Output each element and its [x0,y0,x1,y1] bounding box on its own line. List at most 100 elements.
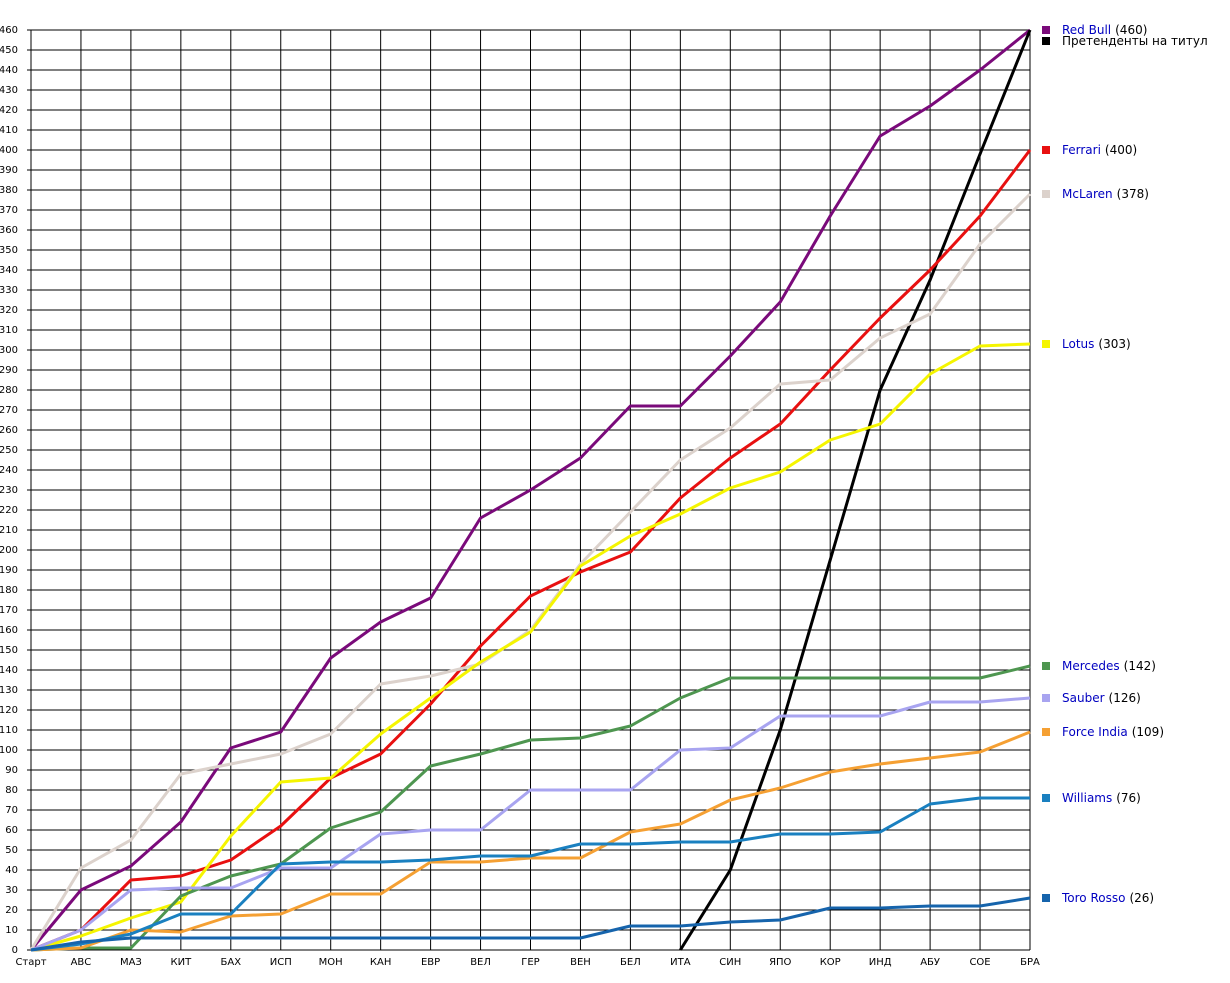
legend-value: (109) [1132,725,1164,739]
series-line [30,730,1031,952]
y-tick-label: 70 [5,805,18,816]
y-tick-label: 200 [0,545,18,556]
legend-item: Red Bull (460) [1042,23,1147,37]
y-tick-label: 190 [0,565,18,576]
legend-name[interactable]: McLaren [1062,187,1113,201]
y-tick-label: 110 [0,725,18,736]
legend-name[interactable]: Ferrari [1062,143,1101,157]
legend-name[interactable]: Williams [1062,791,1112,805]
series-line [30,696,1031,952]
y-tick-label: 330 [0,285,18,296]
legend-name[interactable]: Mercedes [1062,659,1120,673]
x-tick-label: КИТ [170,957,192,968]
legend-value: (460) [1115,23,1147,37]
y-tick-label: 430 [0,85,18,96]
y-tick-label: 230 [0,485,18,496]
y-tick-label: 340 [0,265,18,276]
x-tick-label: КОР [820,957,841,968]
y-tick-label: 100 [0,745,18,756]
y-tick-label: 10 [5,925,18,936]
legend-name[interactable]: Lotus [1062,337,1094,351]
legend-swatch [1042,894,1050,902]
x-tick-label: БРА [1020,957,1040,968]
y-tick-label: 350 [0,245,18,256]
y-tick-label: 380 [0,185,18,196]
y-tick-label: 460 [0,25,18,36]
x-tick-label: ЕВР [421,957,440,968]
y-tick-label: 80 [5,785,18,796]
legend-value: (126) [1109,691,1141,705]
legend-text: Претенденты на титул [1062,34,1208,48]
series-line [679,29,1032,951]
legend-value: (400) [1105,143,1137,157]
legend-item: Force India (109) [1042,725,1164,739]
y-tick-label: 400 [0,145,18,156]
x-tick-label: ВЕЛ [470,957,491,968]
x-tick-label: ИНД [869,957,892,968]
legend-swatch [1042,728,1050,736]
legend-value: (26) [1129,891,1154,905]
series-line [30,149,1032,952]
y-tick-label: 310 [0,325,18,336]
y-tick-label: 220 [0,505,18,516]
legend-item: Претенденты на титул [1042,34,1208,48]
y-tick-label: 180 [0,585,18,596]
legend-text: Ferrari (400) [1062,143,1137,157]
x-tick-label: АБУ [920,957,940,968]
legend-item: Ferrari (400) [1042,143,1137,157]
legend-swatch [1042,340,1050,348]
legend-text: Lotus (303) [1062,337,1131,351]
x-tick-label: Старт [15,957,46,968]
legend-value: (378) [1117,187,1149,201]
x-tick-label: КАН [370,957,391,968]
y-tick-label: 410 [0,125,18,136]
series-line [29,28,1031,951]
y-tick-label: 130 [0,685,18,696]
y-tick-label: 390 [0,165,18,176]
y-tick-label: 270 [0,405,18,416]
y-tick-label: 320 [0,305,18,316]
legend-text: Mercedes (142) [1062,659,1156,673]
x-tick-label: МАЗ [120,957,142,968]
legend-swatch [1042,190,1050,198]
y-tick-label: 360 [0,225,18,236]
legend-name[interactable]: Red Bull [1062,23,1111,37]
legend-text: McLaren (378) [1062,187,1149,201]
x-tick-label: СОЕ [969,957,990,968]
y-tick-label: 280 [0,385,18,396]
x-tick-label: АВС [71,957,92,968]
legend-swatch [1042,662,1050,670]
legend-swatch [1042,146,1050,154]
y-tick-label: 420 [0,105,18,116]
series-line [30,796,1030,952]
y-tick-label: 260 [0,425,18,436]
x-tick-label: БАХ [221,957,242,968]
legend-item: Toro Rosso (26) [1042,891,1154,905]
y-tick-label: 150 [0,645,18,656]
y-tick-label: 90 [5,765,18,776]
x-tick-label: ЯПО [769,957,791,968]
y-tick-label: 140 [0,665,18,676]
y-tick-label: 30 [5,885,18,896]
legend-name[interactable]: Force India [1062,725,1128,739]
y-tick-label: 440 [0,65,18,76]
legend-name[interactable]: Sauber [1062,691,1105,705]
legend-name[interactable]: Toro Rosso [1061,891,1125,905]
legend-value: (303) [1098,337,1130,351]
y-tick-label: 20 [5,905,18,916]
legend-text: Williams (76) [1062,791,1141,805]
y-tick-label: 370 [0,205,18,216]
x-tick-label: МОН [319,957,343,968]
legend-name: Претенденты на титул [1062,34,1208,48]
legend-item: Sauber (126) [1042,691,1141,705]
legend-swatch [1042,26,1050,34]
y-tick-label: 60 [5,825,18,836]
y-tick-label: 210 [0,525,18,536]
y-tick-label: 50 [5,845,18,856]
y-tick-label: 240 [0,465,18,476]
legend-item: Mercedes (142) [1042,659,1156,673]
x-tick-label: ВЕН [570,957,591,968]
y-tick-label: 160 [0,625,18,636]
legend-text: Toro Rosso (26) [1061,891,1154,905]
